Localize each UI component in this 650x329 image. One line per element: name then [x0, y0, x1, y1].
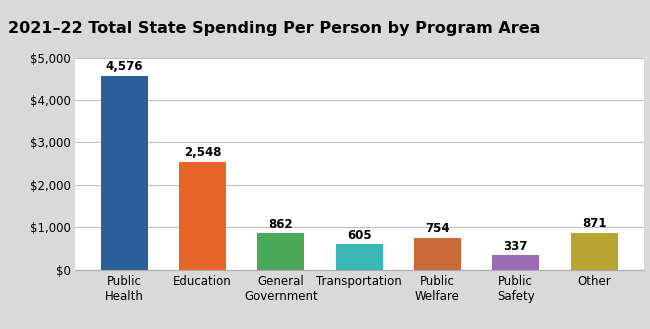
Text: 337: 337: [504, 240, 528, 253]
Text: 605: 605: [347, 229, 371, 242]
Bar: [335, 244, 383, 270]
Bar: [414, 238, 461, 270]
Bar: [179, 162, 226, 270]
Bar: [257, 233, 304, 270]
Text: 2021–22 Total State Spending Per Person by Program Area: 2021–22 Total State Spending Per Person …: [8, 20, 540, 36]
Text: 754: 754: [425, 222, 450, 236]
Text: 4,576: 4,576: [105, 60, 143, 73]
Bar: [101, 76, 148, 270]
Text: 2,548: 2,548: [184, 146, 221, 159]
Bar: [492, 256, 540, 270]
Text: 871: 871: [582, 217, 606, 231]
Text: 862: 862: [268, 218, 293, 231]
Bar: [571, 233, 618, 270]
